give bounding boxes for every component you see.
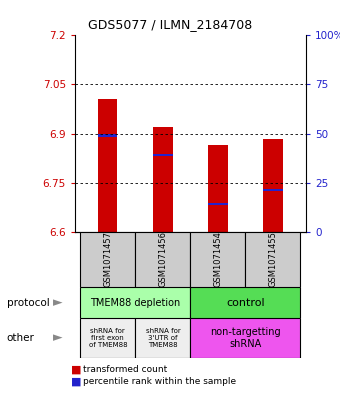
Text: shRNA for
first exon
of TMEM88: shRNA for first exon of TMEM88	[88, 328, 127, 348]
Bar	[98, 99, 117, 232]
Text: GSM1071457: GSM1071457	[103, 231, 112, 287]
Bar	[245, 232, 301, 287]
Text: shRNA for
3'UTR of
TMEM88: shRNA for 3'UTR of TMEM88	[146, 328, 180, 348]
Bar	[80, 318, 135, 358]
Bar	[264, 138, 283, 232]
Text: TMEM88 depletion: TMEM88 depletion	[90, 298, 181, 308]
Text: other: other	[7, 333, 35, 343]
Bar	[208, 203, 227, 205]
Bar	[135, 318, 190, 358]
Text: GSM1071454: GSM1071454	[214, 231, 222, 287]
Bar	[80, 287, 190, 318]
Bar	[98, 134, 117, 137]
Text: GSM1071455: GSM1071455	[269, 231, 277, 287]
Text: ■: ■	[71, 364, 82, 375]
Bar	[190, 232, 245, 287]
Bar	[153, 127, 172, 232]
Text: non-targetting
shRNA: non-targetting shRNA	[210, 327, 281, 349]
Text: percentile rank within the sample: percentile rank within the sample	[83, 377, 236, 386]
Bar	[264, 189, 283, 191]
Text: ►: ►	[53, 331, 63, 345]
Text: ■: ■	[71, 376, 82, 386]
Text: GDS5077 / ILMN_2184708: GDS5077 / ILMN_2184708	[88, 18, 252, 31]
Text: protocol: protocol	[7, 298, 50, 308]
Bar	[135, 232, 190, 287]
Text: GSM1071456: GSM1071456	[158, 231, 167, 287]
Text: ►: ►	[53, 296, 63, 309]
Text: control: control	[226, 298, 265, 308]
Bar	[190, 287, 301, 318]
Bar	[208, 145, 227, 232]
Bar	[153, 154, 172, 156]
Text: transformed count: transformed count	[83, 365, 168, 374]
Bar	[80, 232, 135, 287]
Bar	[190, 318, 301, 358]
